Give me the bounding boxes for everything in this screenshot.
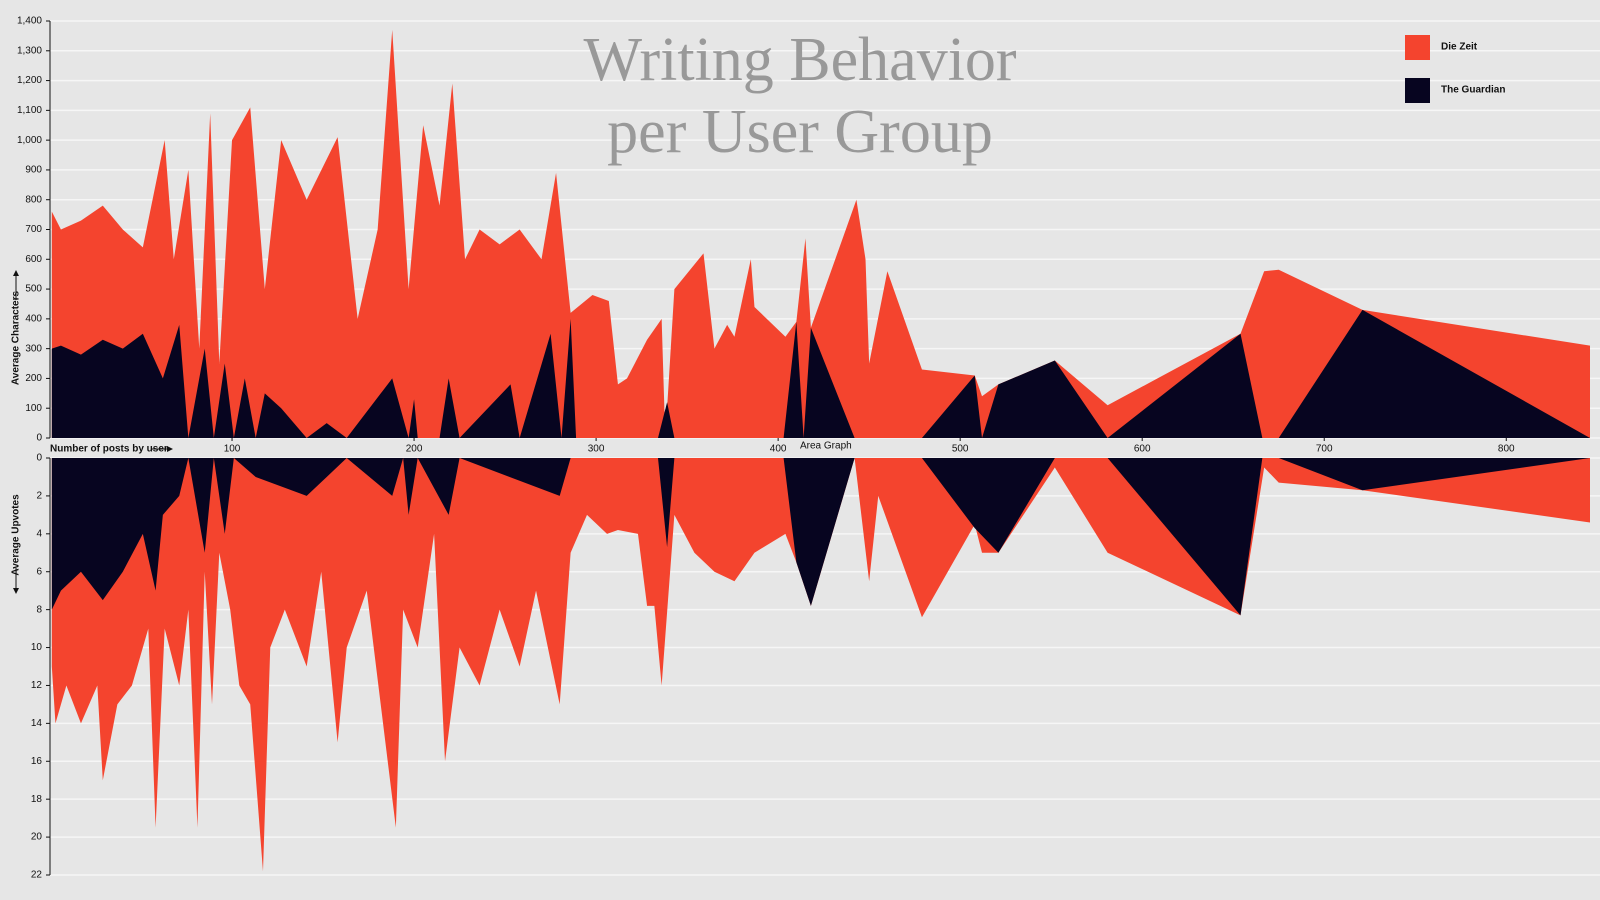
y-tick-label: 0 — [36, 453, 42, 464]
x-tick-label: 500 — [952, 444, 969, 455]
y-tick-label: 1,300 — [17, 45, 42, 56]
y-tick-label: 0 — [36, 433, 42, 444]
y-tick-label: 1,000 — [17, 135, 42, 146]
y-tick-label: 900 — [25, 165, 42, 176]
legend-swatch — [1405, 35, 1430, 60]
areas — [51, 29, 1591, 872]
y-tick-label: 22 — [31, 870, 43, 881]
legend-label: Die Zeit — [1441, 42, 1478, 53]
y-tick-label: 10 — [31, 642, 43, 653]
y-tick-label: 400 — [25, 313, 42, 324]
y-tick-label: 600 — [25, 254, 42, 265]
y-tick-label: 6 — [36, 566, 42, 577]
x-tick-label: 400 — [770, 444, 787, 455]
y-tick-label: 100 — [25, 403, 42, 414]
y-tick-label: 4 — [36, 528, 42, 539]
arrow-head — [167, 446, 173, 452]
y-tick-label: 700 — [25, 224, 42, 235]
x-axis-label: Number of posts by user — [50, 444, 168, 455]
y-axis-label: Average Upvotes — [11, 494, 22, 576]
y-tick-label: 800 — [25, 194, 42, 205]
y-tick-label: 18 — [31, 794, 43, 805]
chart-title: Writing Behavior per User Group — [583, 26, 1017, 166]
area — [51, 458, 1591, 616]
x-tick-label: 700 — [1316, 444, 1333, 455]
y-tick-label: 12 — [31, 680, 43, 691]
y-tick-label: 20 — [31, 832, 43, 843]
y-tick-label: 8 — [36, 604, 42, 615]
y-tick-label: 1,400 — [17, 16, 42, 27]
annotation: Area Graph — [800, 441, 852, 452]
area — [51, 29, 1591, 438]
y-tick-label: 500 — [25, 284, 42, 295]
y-tick-label: 1,200 — [17, 75, 42, 86]
y-tick-label: 2 — [36, 491, 42, 502]
arrow-head — [13, 588, 19, 594]
y-axis-label: Average Characters — [11, 291, 22, 386]
x-tick-label: 100 — [224, 444, 241, 455]
x-tick-label: 600 — [1134, 444, 1151, 455]
y-tick-label: 16 — [31, 756, 43, 767]
legend-label: The Guardian — [1441, 85, 1505, 96]
area — [51, 309, 1591, 438]
legend-swatch — [1405, 78, 1430, 103]
y-tick-label: 1,100 — [17, 105, 42, 116]
arrow-head — [13, 270, 19, 276]
x-tick-label: 300 — [588, 444, 605, 455]
axes: 01002003004005006007008009001,0001,1001,… — [11, 16, 1515, 881]
y-tick-label: 14 — [31, 718, 43, 729]
y-tick-label: 300 — [25, 343, 42, 354]
x-tick-label: 800 — [1498, 444, 1515, 455]
y-tick-label: 200 — [25, 373, 42, 384]
x-tick-label: 200 — [406, 444, 423, 455]
